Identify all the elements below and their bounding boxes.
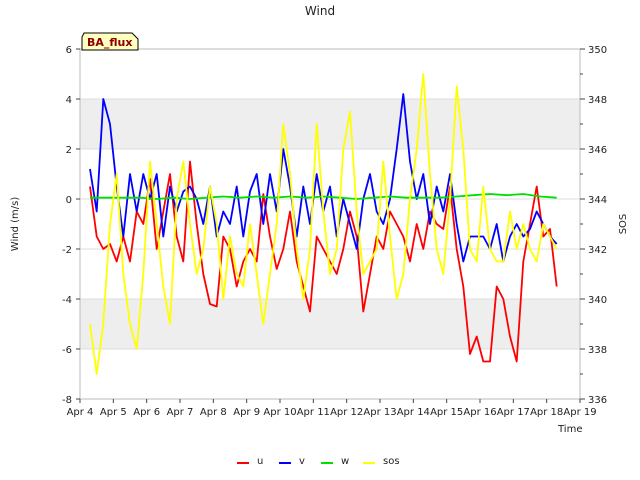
x-tick-label-13: Apr 17 [497, 407, 530, 418]
y-tick-label-0: -8 [62, 395, 72, 406]
x-tick-label-2: Apr 6 [133, 407, 160, 418]
y2-tick-label-7: 350 [588, 45, 607, 56]
y2-tick-label-1: 338 [588, 345, 607, 356]
series-line-u [89, 160, 558, 363]
x-tick-label-12: Apr 16 [463, 407, 496, 418]
x-tick-label-0: Apr 4 [67, 407, 94, 418]
y-tick-label-4: 0 [66, 195, 72, 206]
x-axis-title: Time [557, 424, 582, 435]
y2-tick-label-5: 346 [588, 145, 607, 156]
legend-label-sos: sos [383, 456, 400, 467]
y-tick-label-2: -4 [62, 295, 72, 306]
y-axis-title: Wind (m/s) [10, 197, 21, 252]
x-tick-label-15: Apr 19 [563, 407, 596, 418]
y2-tick-label-4: 344 [588, 195, 607, 206]
y2-tick-label-6: 348 [588, 95, 607, 106]
x-axis: Apr 4 Apr 5 Apr 6 Apr 7 Apr 8 Apr 9 Apr 10 Apr … [67, 399, 597, 418]
band-1 [80, 99, 580, 149]
y2-tick-label-3: 342 [588, 245, 607, 256]
y2-tick-label-2: 340 [588, 295, 607, 306]
y-tick-label-7: 6 [66, 45, 72, 56]
site-label-box: BA_flux [81, 32, 139, 51]
y-tick-label-6: 4 [66, 95, 72, 106]
chart-title: Wind [305, 4, 335, 18]
x-tick-label-1: Apr 5 [100, 407, 127, 418]
y2-tick-label-0: 336 [588, 395, 607, 406]
x-tick-label-3: Apr 7 [167, 407, 194, 418]
band-0 [80, 299, 580, 349]
y2-axis: 336 338 340 342 344 346 348 350 [580, 45, 607, 406]
x-tick-label-4: Apr 8 [200, 407, 227, 418]
x-tick-label-9: Apr 13 [363, 407, 396, 418]
site-label: BA_flux [87, 36, 132, 49]
x-tick-label-14: Apr 18 [530, 407, 563, 418]
series-line-w [90, 193, 557, 200]
legend: u v w sos [237, 456, 400, 467]
background-bands [80, 99, 580, 349]
series-line-sos [89, 73, 558, 375]
x-tick-label-6: Apr 10 [263, 407, 296, 418]
y-axis: -8 -6 -4 -2 0 2 4 6 [62, 45, 80, 406]
y-tick-label-1: -6 [62, 345, 72, 356]
legend-label-w: w [341, 456, 349, 467]
legend-label-v: v [299, 456, 305, 467]
x-tick-label-8: Apr 12 [330, 407, 363, 418]
x-tick-label-5: Apr 9 [233, 407, 260, 418]
x-tick-label-11: Apr 15 [430, 407, 463, 418]
y2-axis-title: SOS [618, 214, 629, 235]
x-tick-label-7: Apr 11 [297, 407, 330, 418]
y-tick-label-5: 2 [66, 145, 72, 156]
legend-label-u: u [257, 456, 263, 467]
y-tick-label-3: -2 [62, 245, 72, 256]
series-layer [89, 73, 558, 375]
x-tick-label-10: Apr 14 [397, 407, 430, 418]
